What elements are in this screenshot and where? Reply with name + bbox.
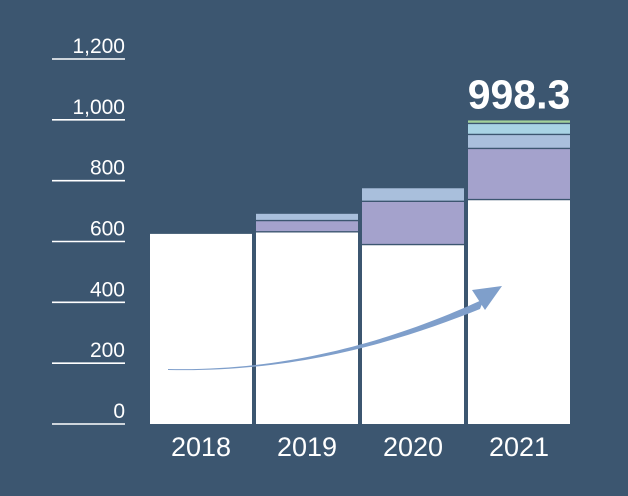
bar-segment (362, 201, 464, 245)
bars (150, 120, 570, 424)
x-tick-label: 2019 (277, 432, 337, 462)
bar-segment (150, 233, 252, 424)
y-tick-label: 0 (113, 400, 125, 423)
y-tick-label: 600 (90, 218, 125, 241)
y-tick-label: 800 (90, 157, 125, 180)
trend-arrow (168, 286, 502, 371)
y-tick-label: 400 (90, 278, 125, 301)
trend-arrow-body (168, 299, 484, 371)
bar-segment (256, 231, 358, 424)
trend-arrow-head (472, 286, 502, 310)
x-tick-label: 2021 (489, 432, 549, 462)
bar-segment (468, 134, 570, 149)
x-axis-labels: 2018 2019 2020 2021 (171, 432, 549, 462)
y-tick-label: 200 (90, 339, 125, 362)
bar-segment (468, 148, 570, 200)
bar-segment (468, 123, 570, 135)
total-label: 998.3 (468, 71, 571, 117)
bar-segment (256, 220, 358, 232)
y-tick-label: 1,000 (72, 96, 125, 119)
y-tick-label: 1,200 (72, 35, 125, 58)
bar-segment (362, 188, 464, 202)
bar-segment (362, 244, 464, 424)
x-tick-label: 2018 (171, 432, 231, 462)
x-tick-label: 2020 (383, 432, 443, 462)
annotations: 998.3 (468, 71, 571, 117)
y-axis: 0 200 400 600 800 1,000 1,200 (52, 35, 125, 425)
bar-segment (468, 120, 570, 124)
bar-segment (468, 199, 570, 424)
bar-segment (256, 213, 358, 221)
